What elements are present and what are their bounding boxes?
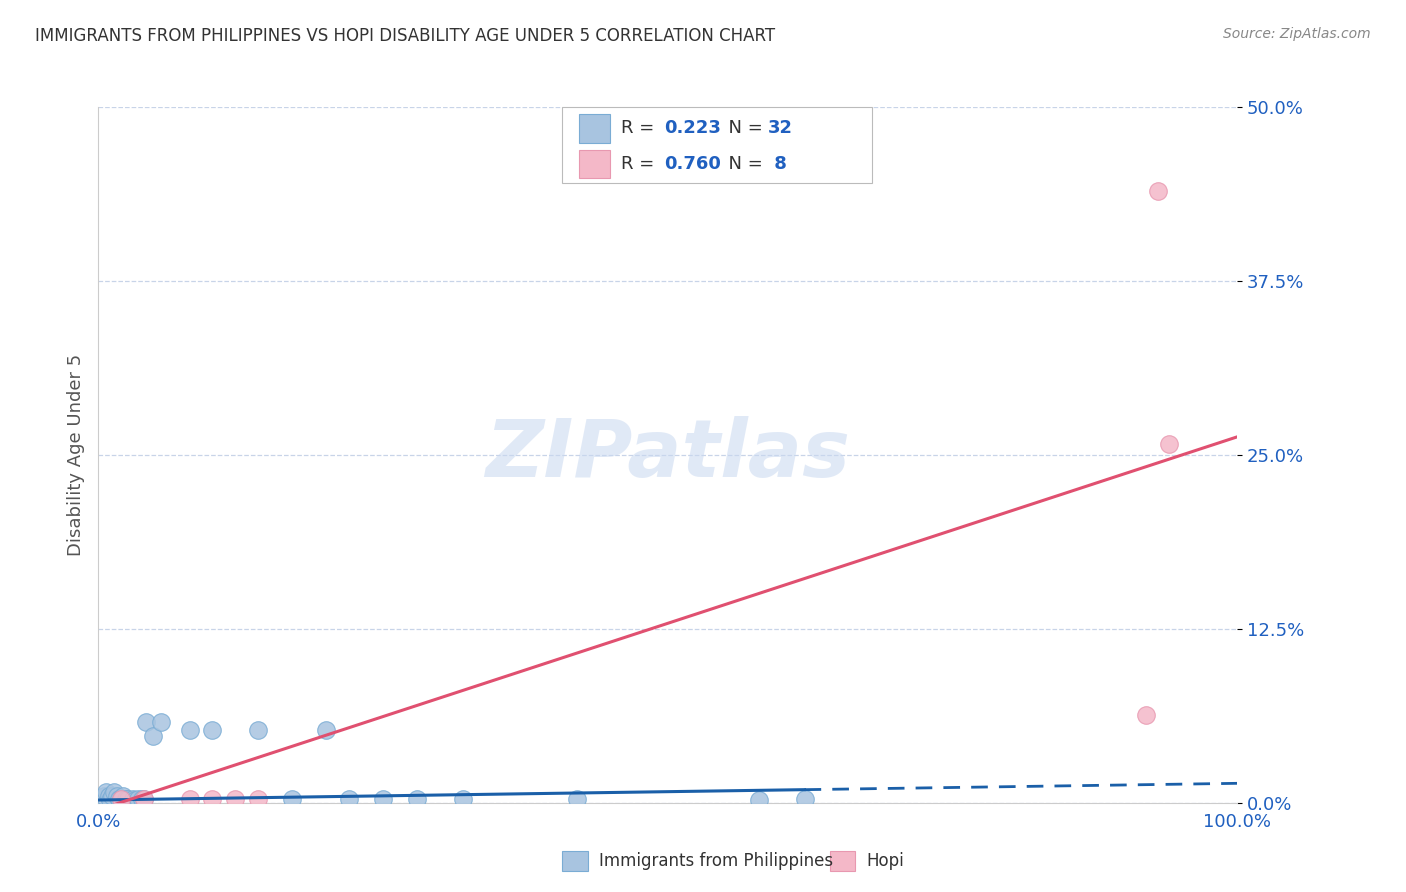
- Text: IMMIGRANTS FROM PHILIPPINES VS HOPI DISABILITY AGE UNDER 5 CORRELATION CHART: IMMIGRANTS FROM PHILIPPINES VS HOPI DISA…: [35, 27, 775, 45]
- Text: Immigrants from Philippines: Immigrants from Philippines: [599, 852, 834, 870]
- Point: [150, 715, 173, 730]
- Text: Source: ZipAtlas.com: Source: ZipAtlas.com: [1223, 27, 1371, 41]
- Point: [1146, 184, 1168, 198]
- Point: [406, 791, 429, 805]
- Text: N =: N =: [717, 120, 769, 137]
- Text: R =: R =: [621, 155, 661, 173]
- Point: [793, 791, 815, 805]
- Point: [748, 793, 770, 807]
- Text: 32: 32: [768, 120, 793, 137]
- Point: [1135, 708, 1157, 723]
- Point: [179, 723, 201, 738]
- Point: [142, 729, 165, 743]
- Point: [114, 791, 136, 805]
- Point: [565, 791, 588, 805]
- Point: [179, 791, 201, 805]
- Point: [93, 789, 115, 803]
- Point: [97, 789, 120, 803]
- Point: [132, 791, 155, 805]
- Point: [121, 791, 143, 805]
- Point: [1157, 437, 1180, 451]
- Point: [96, 785, 118, 799]
- Point: [132, 791, 155, 805]
- Point: [451, 791, 474, 805]
- Point: [135, 715, 157, 730]
- Point: [103, 785, 125, 799]
- Point: [117, 791, 139, 805]
- Point: [246, 723, 269, 738]
- Point: [127, 791, 149, 805]
- Point: [201, 791, 224, 805]
- Point: [131, 791, 153, 805]
- Point: [98, 793, 121, 807]
- Text: 8: 8: [768, 155, 786, 173]
- Point: [110, 791, 132, 805]
- Point: [224, 791, 246, 805]
- Point: [101, 789, 124, 803]
- Text: N =: N =: [717, 155, 769, 173]
- Point: [337, 791, 360, 805]
- Point: [112, 789, 135, 803]
- Point: [281, 791, 304, 805]
- Text: 0.223: 0.223: [664, 120, 720, 137]
- Text: ZIPatlas: ZIPatlas: [485, 416, 851, 494]
- Point: [315, 723, 337, 738]
- Point: [108, 791, 131, 805]
- Y-axis label: Disability Age Under 5: Disability Age Under 5: [66, 354, 84, 556]
- Point: [246, 791, 269, 805]
- Text: 0.760: 0.760: [664, 155, 720, 173]
- Point: [371, 791, 394, 805]
- Point: [110, 791, 132, 805]
- Point: [105, 789, 128, 803]
- Point: [201, 723, 224, 738]
- Point: [124, 793, 146, 807]
- Text: Hopi: Hopi: [866, 852, 904, 870]
- Text: R =: R =: [621, 120, 661, 137]
